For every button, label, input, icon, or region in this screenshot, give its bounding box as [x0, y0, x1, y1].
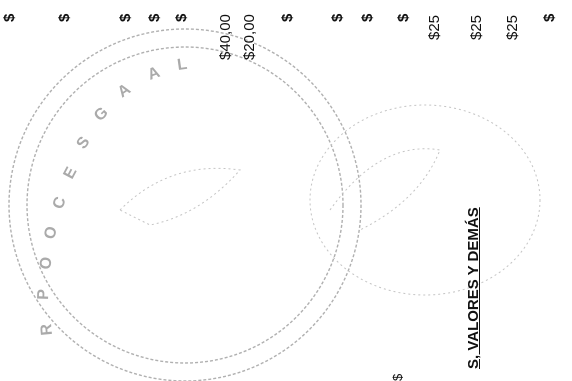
amount-25: $25 [505, 15, 520, 40]
seal-letter: R [38, 323, 56, 336]
seal-letter: C [50, 194, 70, 211]
seal-letter: P [35, 289, 52, 301]
seal-letter: L [176, 56, 188, 74]
dollar-sign: $ [147, 14, 162, 22]
amount-25: $25 [427, 15, 442, 40]
amount-25: $25 [469, 15, 484, 40]
dollar-sign: $ [396, 14, 411, 22]
dollar-sign: $ [57, 14, 72, 22]
amount-20: $20,00 [242, 14, 257, 60]
seal-letter: G [91, 104, 112, 125]
seal-lettering: R P O O C E S G A A L [35, 56, 188, 336]
seal-inner-ring [27, 47, 343, 363]
seal-secondary-ring [310, 105, 540, 295]
seal-letter: A [146, 64, 163, 84]
seal-letter: S [73, 133, 93, 152]
amount-40: $40,00 [218, 14, 233, 60]
seal-letter: O [41, 225, 61, 241]
dollar-sign: $ [280, 14, 295, 22]
dollar-sign: $ [330, 14, 345, 22]
seal-letter: E [61, 164, 81, 182]
seal-letter: O [37, 256, 56, 271]
dollar-sign: $ [360, 14, 375, 22]
lower-dollar-mark: $ [391, 374, 404, 381]
dollar-sign: $ [118, 14, 133, 22]
seal-letter: A [115, 81, 134, 102]
seal-emblem-curve [330, 149, 440, 230]
dollar-sign-right: $ [542, 14, 557, 22]
seal-emblem-shape [120, 168, 240, 225]
dollar-sign: $ [2, 14, 17, 22]
dollar-sign: $ [174, 14, 189, 22]
section-heading: S, VALORES Y DEMÁS [466, 207, 481, 369]
